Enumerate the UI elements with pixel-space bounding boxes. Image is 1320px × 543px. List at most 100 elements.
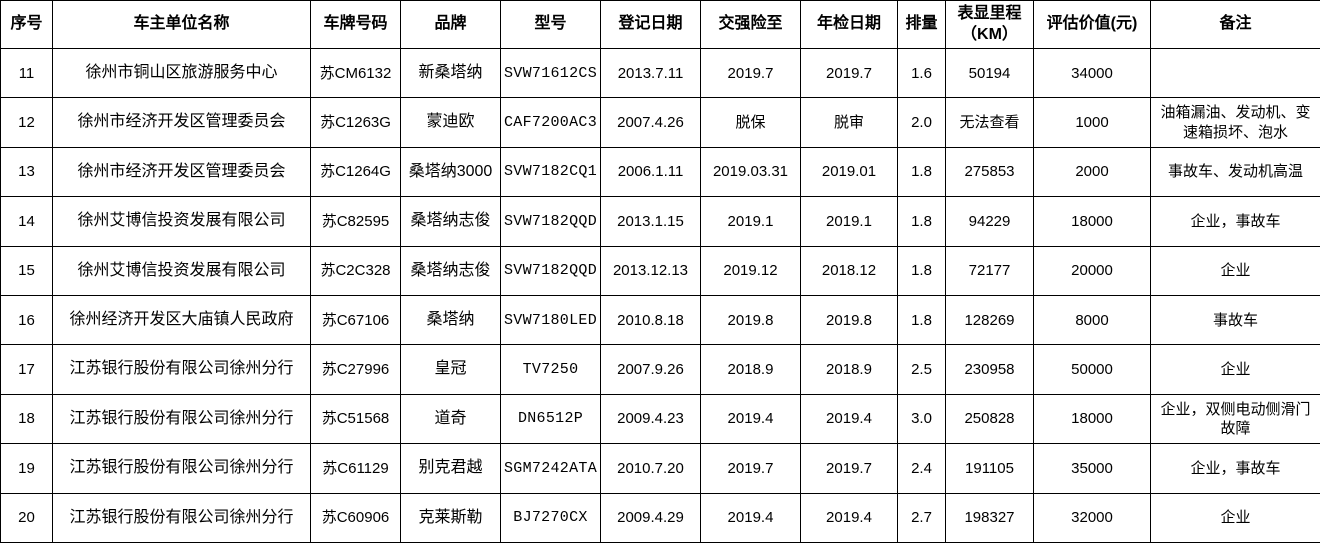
cell-inspection: 2018.9: [800, 344, 898, 395]
cell-model: SVW71612CS: [500, 47, 601, 99]
column-header-value: 评估价值(元): [1033, 0, 1151, 49]
cell-inspection: 2019.4: [800, 393, 898, 445]
cell-owner: 徐州经济开发区大庙镇人民政府: [52, 294, 311, 346]
column-header-index: 序号: [0, 0, 53, 49]
cell-remark: 企业，双侧电动侧滑门故障: [1150, 393, 1320, 445]
cell-index: 12: [0, 97, 53, 148]
table-body: 11 徐州市铜山区旅游服务中心 苏CM6132 新桑塔纳 SVW71612CS 2013.…: [0, 47, 1320, 543]
cell-brand: 新桑塔纳: [400, 47, 501, 99]
column-header-mileage: 表显里程 （KM）: [945, 0, 1034, 49]
cell-remark: 企业: [1150, 344, 1320, 395]
column-header-remark: 备注: [1150, 0, 1320, 49]
cell-index: 15: [0, 245, 53, 296]
cell-reg-date: 2013.12.13: [600, 245, 701, 296]
column-header-reg-date: 登记日期: [600, 0, 701, 49]
cell-model: CAF7200AC3: [500, 97, 601, 148]
cell-brand: 蒙迪欧: [400, 97, 501, 148]
cell-brand: 皇冠: [400, 344, 501, 395]
cell-insurance: 脱保: [700, 97, 801, 148]
cell-value: 2000: [1033, 146, 1151, 198]
cell-model: SGM7242ATA: [500, 443, 601, 494]
cell-remark: [1150, 47, 1320, 99]
cell-brand: 道奇: [400, 393, 501, 445]
cell-plate: 苏C60906: [310, 492, 401, 543]
cell-remark: 事故车: [1150, 294, 1320, 346]
cell-index: 17: [0, 344, 53, 395]
cell-plate: 苏C1263G: [310, 97, 401, 148]
table-row: 16 徐州经济开发区大庙镇人民政府 苏C67106 桑塔纳 SVW7180LED 2010…: [0, 294, 1320, 346]
cell-owner: 徐州艾博信投资发展有限公司: [52, 196, 311, 247]
cell-displacement: 1.8: [897, 146, 946, 198]
cell-inspection: 2019.7: [800, 47, 898, 99]
cell-plate: 苏C61129: [310, 443, 401, 494]
cell-insurance: 2019.7: [700, 443, 801, 494]
column-header-insurance: 交强险至: [700, 0, 801, 49]
cell-inspection: 脱审: [800, 97, 898, 148]
cell-plate: 苏C51568: [310, 393, 401, 445]
cell-index: 16: [0, 294, 53, 346]
cell-displacement: 1.8: [897, 294, 946, 346]
cell-inspection: 2019.4: [800, 492, 898, 543]
cell-remark: 油箱漏油、发动机、变速箱损坏、泡水: [1150, 97, 1320, 148]
cell-plate: 苏C2C328: [310, 245, 401, 296]
table-row: 15 徐州艾博信投资发展有限公司 苏C2C328 桑塔纳志俊 SVW7182QQD 201…: [0, 245, 1320, 296]
cell-value: 18000: [1033, 393, 1151, 445]
column-header-inspection: 年检日期: [800, 0, 898, 49]
cell-value: 18000: [1033, 196, 1151, 247]
cell-reg-date: 2009.4.29: [600, 492, 701, 543]
column-header-brand: 品牌: [400, 0, 501, 49]
table-row: 13 徐州市经济开发区管理委员会 苏C1264G 桑塔纳3000 SVW7182CQ1 2…: [0, 146, 1320, 198]
cell-mileage: 198327: [945, 492, 1034, 543]
cell-index: 18: [0, 393, 53, 445]
cell-insurance: 2019.4: [700, 393, 801, 445]
cell-remark: 企业，事故车: [1150, 196, 1320, 247]
cell-reg-date: 2013.1.15: [600, 196, 701, 247]
cell-insurance: 2019.12: [700, 245, 801, 296]
column-header-owner: 车主单位名称: [52, 0, 311, 49]
cell-owner: 江苏银行股份有限公司徐州分行: [52, 443, 311, 494]
column-header-plate: 车牌号码: [310, 0, 401, 49]
cell-inspection: 2019.01: [800, 146, 898, 198]
cell-index: 20: [0, 492, 53, 543]
cell-value: 8000: [1033, 294, 1151, 346]
cell-reg-date: 2010.8.18: [600, 294, 701, 346]
table-row: 12 徐州市经济开发区管理委员会 苏C1263G 蒙迪欧 CAF7200AC3 2007.…: [0, 97, 1320, 148]
cell-index: 19: [0, 443, 53, 494]
table-row: 20 江苏银行股份有限公司徐州分行 苏C60906 克莱斯勒 BJ7270CX 2009.…: [0, 492, 1320, 543]
cell-model: TV7250: [500, 344, 601, 395]
cell-mileage: 72177: [945, 245, 1034, 296]
column-header-mileage-unit: （KM）: [961, 25, 1018, 43]
cell-brand: 桑塔纳: [400, 294, 501, 346]
cell-reg-date: 2006.1.11: [600, 146, 701, 198]
cell-mileage: 191105: [945, 443, 1034, 494]
table-row: 14 徐州艾博信投资发展有限公司 苏C82595 桑塔纳志俊 SVW7182QQD 201…: [0, 196, 1320, 247]
table-row: 19 江苏银行股份有限公司徐州分行 苏C61129 别克君越 SGM7242ATA 201…: [0, 443, 1320, 494]
cell-reg-date: 2007.4.26: [600, 97, 701, 148]
cell-index: 14: [0, 196, 53, 247]
cell-value: 35000: [1033, 443, 1151, 494]
cell-plate: 苏C82595: [310, 196, 401, 247]
cell-value: 50000: [1033, 344, 1151, 395]
cell-model: SVW7180LED: [500, 294, 601, 346]
cell-reg-date: 2010.7.20: [600, 443, 701, 494]
cell-brand: 桑塔纳志俊: [400, 245, 501, 296]
cell-displacement: 3.0: [897, 393, 946, 445]
cell-displacement: 1.6: [897, 47, 946, 99]
cell-insurance: 2019.03.31: [700, 146, 801, 198]
cell-owner: 江苏银行股份有限公司徐州分行: [52, 393, 311, 445]
cell-remark: 企业: [1150, 492, 1320, 543]
column-header-mileage-main: 表显里程: [957, 5, 1022, 23]
cell-mileage: 275853: [945, 146, 1034, 198]
cell-model: BJ7270CX: [500, 492, 601, 543]
cell-mileage: 230958: [945, 344, 1034, 395]
cell-owner: 江苏银行股份有限公司徐州分行: [52, 344, 311, 395]
cell-displacement: 2.0: [897, 97, 946, 148]
cell-displacement: 1.8: [897, 196, 946, 247]
cell-value: 32000: [1033, 492, 1151, 543]
cell-brand: 克莱斯勒: [400, 492, 501, 543]
cell-owner: 江苏银行股份有限公司徐州分行: [52, 492, 311, 543]
cell-displacement: 1.8: [897, 245, 946, 296]
cell-insurance: 2019.4: [700, 492, 801, 543]
cell-mileage: 50194: [945, 47, 1034, 99]
